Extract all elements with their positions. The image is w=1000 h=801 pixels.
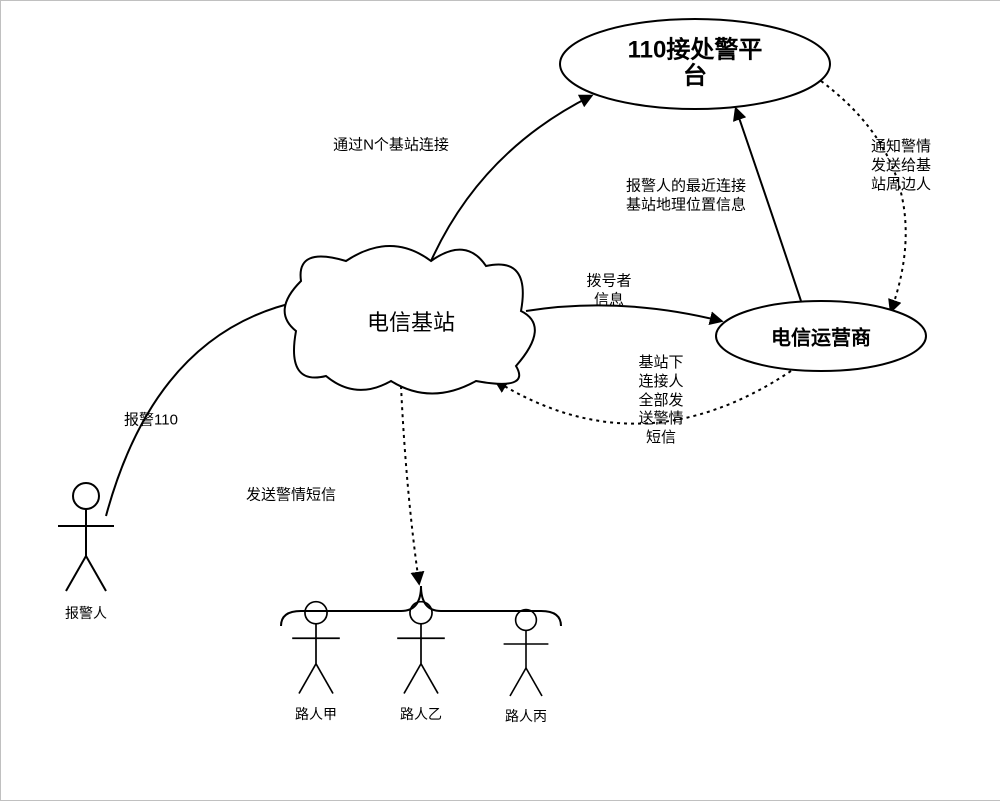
actor-passerC-label: 路人丙 xyxy=(505,706,547,726)
edge-label-reporter-to-base: 报警110 xyxy=(124,412,178,431)
actor-reporter xyxy=(58,483,114,591)
edge-label-base-to-passers: 发送警情短信 xyxy=(246,487,336,506)
edge-label-operator-to-base: 基站下 连接人 全部发 送警情 短信 xyxy=(638,354,683,448)
grouping-brace xyxy=(281,586,561,626)
edge-label-operator-to-platform: 报警人的最近连接 基站地理位置信息 xyxy=(626,177,746,215)
edge-label-base-to-operator: 拨号者 信息 xyxy=(586,272,631,310)
diagram-svg xyxy=(1,1,1000,800)
edge-reporter-to-base xyxy=(106,301,301,516)
edge-platform-to-operator xyxy=(821,81,906,311)
edge-label-base-to-platform: 通过N个基站连接 xyxy=(333,137,449,156)
diagram-canvas: 报警110 通过N个基站连接拨号者 信息 报警人的最近连接 基站地理位置信息 通知警情… xyxy=(0,0,1000,801)
edge-label-platform-to-operator: 通知警情 发送给基 站周边人 xyxy=(871,138,931,194)
actor-passerA xyxy=(292,602,340,694)
actor-reporter-label: 报警人 xyxy=(65,603,107,623)
node-platform-label: 110接处警平台 xyxy=(570,38,820,91)
actor-passerB-label: 路人乙 xyxy=(400,704,442,724)
edge-base-to-platform xyxy=(431,96,591,261)
actor-passerA-label: 路人甲 xyxy=(295,704,337,724)
actor-passerB xyxy=(397,602,445,694)
node-base-station-label: 电信基站 xyxy=(367,305,455,337)
edge-base-to-passers xyxy=(401,386,419,583)
node-operator-label: 电信运营商 xyxy=(771,322,871,351)
actor-passerC xyxy=(504,610,549,696)
